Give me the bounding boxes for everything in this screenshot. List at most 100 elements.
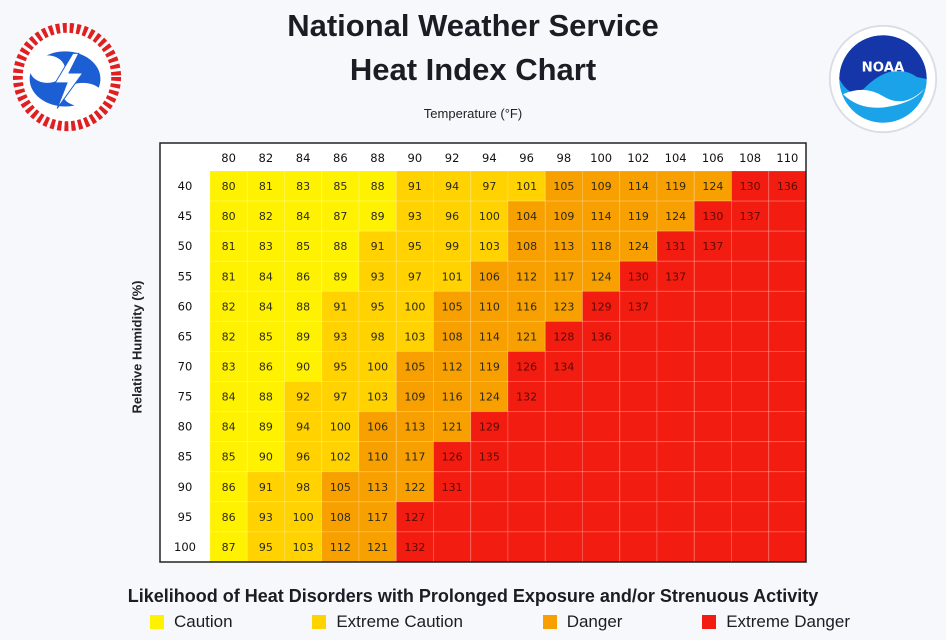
heat-value-label: 124 — [628, 240, 649, 253]
heat-value-label: 122 — [404, 481, 425, 494]
heat-value-label: 97 — [333, 391, 347, 404]
heat-value-label: 89 — [259, 421, 273, 434]
heat-cell — [582, 411, 621, 443]
footer-title: Likelihood of Heat Disorders with Prolon… — [127, 586, 819, 606]
heat-cell — [395, 381, 434, 413]
heat-cell — [395, 411, 434, 443]
heat-cell — [544, 290, 583, 322]
heat-value-label: 113 — [553, 240, 574, 253]
heat-cell — [470, 350, 509, 383]
heat-value-label: 121 — [367, 541, 388, 554]
heat-value-label: 109 — [591, 180, 612, 193]
heat-cell — [693, 381, 732, 413]
heat-cell — [284, 531, 323, 563]
humidity-tick-label: 40 — [178, 179, 193, 193]
heat-value-label: 130 — [702, 210, 723, 223]
temperature-tick-label: 104 — [665, 151, 687, 165]
heat-value-label: 91 — [408, 180, 422, 193]
humidity-tick-label: 70 — [178, 360, 193, 374]
heat-value-label: 83 — [296, 180, 310, 193]
heat-cell — [656, 471, 695, 503]
heat-cell — [582, 350, 621, 383]
heat-cell — [656, 170, 695, 202]
heat-value-label: 119 — [479, 361, 500, 374]
heat-cell — [507, 260, 546, 292]
heat-value-label: 108 — [330, 511, 351, 524]
heat-value-label: 121 — [442, 421, 463, 434]
heat-cell — [582, 381, 621, 413]
heat-cell — [619, 350, 658, 383]
heat-cell — [693, 260, 732, 292]
heat-value-label: 86 — [222, 511, 236, 524]
heat-cell — [246, 501, 285, 533]
heat-value-label: 100 — [293, 511, 314, 524]
legend: Caution Extreme Caution Danger Extreme D… — [150, 612, 850, 632]
heat-value-label: 103 — [367, 391, 388, 404]
heat-cell — [507, 320, 546, 352]
heat-value-label: 93 — [333, 330, 347, 343]
heat-cell — [656, 320, 695, 352]
heat-value-label: 84 — [296, 210, 310, 223]
heat-cell — [693, 350, 732, 383]
heat-cell — [209, 350, 248, 383]
heat-cell — [470, 260, 509, 292]
heat-value-label: 95 — [333, 361, 347, 374]
temperature-tick-label: 84 — [296, 151, 311, 165]
temperature-tick-label: 100 — [590, 151, 612, 165]
heat-value-label: 93 — [259, 511, 273, 524]
heat-cell — [731, 200, 770, 232]
heat-cell — [693, 471, 732, 503]
humidity-tick-label: 85 — [178, 450, 193, 464]
heat-value-label: 90 — [259, 451, 273, 464]
heat-value-label: 84 — [222, 421, 236, 434]
heat-cell — [619, 381, 658, 413]
temperature-tick-label: 92 — [445, 151, 460, 165]
heat-cell — [768, 200, 807, 232]
temperature-tick-label: 102 — [627, 151, 649, 165]
heat-cell — [582, 260, 621, 292]
heat-value-label: 109 — [404, 391, 425, 404]
heat-cell — [395, 531, 434, 563]
heat-cell — [731, 411, 770, 443]
heat-cell — [768, 441, 807, 473]
heat-value-label: 89 — [333, 270, 347, 283]
heat-value-label: 109 — [553, 210, 574, 223]
heat-cell — [544, 381, 583, 413]
heat-cell — [470, 501, 509, 533]
heat-value-label: 87 — [222, 541, 236, 554]
chart-title: Heat Index Chart — [349, 52, 597, 87]
legend-label-extreme-caution: Extreme Caution — [336, 612, 463, 631]
heat-value-label: 119 — [628, 210, 649, 223]
heat-value-label: 82 — [222, 330, 236, 343]
heat-value-label: 114 — [628, 180, 649, 193]
heat-cell — [395, 501, 434, 533]
heat-cell — [470, 411, 509, 443]
humidity-tick-label: 100 — [174, 540, 196, 554]
heat-cell — [768, 471, 807, 503]
heat-cell — [582, 531, 621, 563]
heat-value-label: 91 — [259, 481, 273, 494]
heat-value-label: 88 — [333, 240, 347, 253]
heat-cell — [284, 290, 323, 322]
heat-value-label: 100 — [367, 361, 388, 374]
heat-value-label: 84 — [259, 270, 273, 283]
temperature-tick-label: 98 — [557, 151, 572, 165]
heat-value-label: 137 — [740, 210, 761, 223]
heat-value-label: 81 — [222, 270, 236, 283]
heat-cell — [284, 471, 323, 503]
humidity-tick-label: 45 — [178, 209, 193, 223]
heat-cell — [731, 320, 770, 352]
heat-cell — [656, 381, 695, 413]
heat-cell — [358, 501, 397, 533]
heat-cell — [284, 411, 323, 443]
heat-cell — [321, 411, 360, 443]
heat-value-label: 124 — [665, 210, 686, 223]
heat-value-label: 126 — [516, 361, 537, 374]
heat-value-label: 85 — [296, 240, 310, 253]
heat-value-label: 130 — [628, 270, 649, 283]
heat-value-label: 112 — [330, 541, 351, 554]
heat-value-label: 93 — [408, 210, 422, 223]
heat-cell — [582, 290, 621, 322]
heat-value-label: 87 — [333, 210, 347, 223]
heat-cell — [731, 441, 770, 473]
